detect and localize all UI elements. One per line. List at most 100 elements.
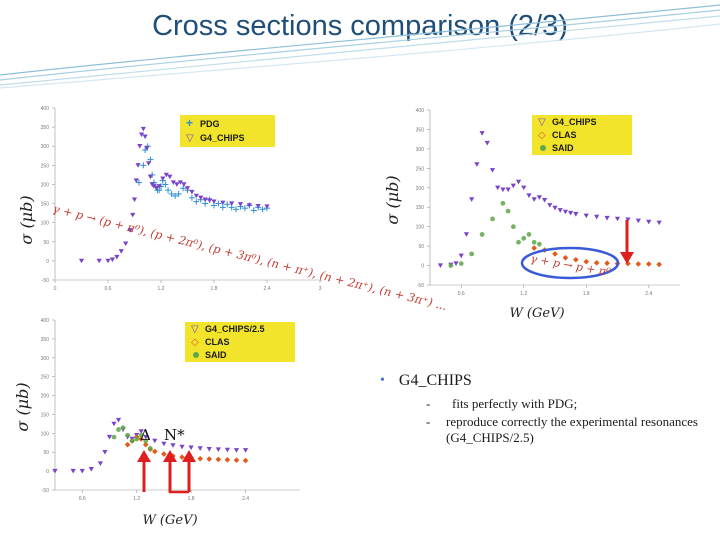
data-point-g4chips (146, 161, 152, 166)
data-point-said (531, 239, 537, 245)
data-point-g4chips (135, 163, 141, 168)
data-point-g4chips (127, 228, 133, 233)
data-point-g4chips (202, 197, 208, 203)
data-point-g4chips (79, 468, 85, 474)
data-point-clas (138, 436, 145, 442)
data-point-g4chips (70, 468, 76, 474)
data-point-pdg (162, 181, 169, 188)
data-point-said (536, 241, 542, 247)
x-tick-label: 0.6 (105, 286, 112, 292)
x-axis-label: W (GeV) (142, 513, 197, 528)
data-point-pdg (233, 206, 240, 213)
data-point-g4chips (153, 186, 160, 191)
data-point-g4chips (147, 174, 153, 180)
bullet-item: • G4_CHIPS (380, 372, 710, 390)
x-tick-label: 3 (319, 286, 322, 292)
data-point-said (526, 232, 532, 237)
data-point-g4chips (541, 198, 548, 203)
red-bracket (168, 472, 189, 494)
data-point-g4chips (161, 441, 167, 447)
data-point-pdg (241, 205, 248, 212)
data-point-g4chips (646, 219, 652, 225)
data-point-clas (573, 256, 579, 263)
data-point-clas (645, 261, 652, 267)
data-point-g4chips (144, 145, 150, 151)
data-point-g4chips (505, 187, 511, 193)
data-point-g4chips (515, 179, 522, 185)
data-point-said (116, 427, 121, 432)
y-tick-label: 200 (416, 186, 425, 192)
data-point-g4chips (177, 180, 184, 185)
sub-bullet: - reproduce correctly the experimental r… (426, 414, 710, 446)
data-point-g4chips (656, 220, 662, 226)
data-point-g4chips (489, 168, 496, 173)
y-tick-label: 0 (46, 469, 49, 475)
data-point-clas (604, 260, 610, 267)
data-point-g4chips (131, 197, 138, 203)
sub-bullet: - fits perfectly with PDG; (426, 396, 578, 411)
data-point-g4chips (453, 261, 459, 267)
data-point-g4chips (167, 174, 173, 180)
data-point-g4chips (573, 212, 579, 217)
y-tick-label: 300 (416, 147, 425, 153)
data-point-g4chips (152, 438, 158, 444)
y-tick-label: -50 (417, 283, 424, 289)
y-axis-label: σ (μb) (13, 382, 32, 431)
data-point-g4chips (536, 195, 542, 200)
nstar-label: N* (164, 426, 185, 444)
data-point-g4chips (102, 450, 108, 455)
data-point-said (134, 436, 140, 442)
red-arrow-icon (137, 450, 151, 492)
y-tick-label: 50 (418, 244, 424, 250)
data-point-g4chips (181, 182, 187, 187)
data-point-clas (233, 457, 240, 463)
data-point-g4chips (142, 134, 148, 140)
data-point-said (111, 434, 117, 440)
data-point-g4chips (458, 253, 464, 259)
data-point-g4chips (220, 200, 226, 206)
data-point-pdg (175, 191, 182, 197)
highlight-ellipse (520, 246, 620, 280)
data-point-g4chips (206, 447, 212, 452)
data-point-g4chips (170, 443, 176, 448)
legend-label-clas: CLAS (552, 130, 577, 140)
x-tick-label: 1.2 (520, 291, 527, 297)
data-point-g4chips (469, 197, 475, 202)
y-tick-label: 0 (46, 259, 49, 265)
data-point-said (500, 200, 506, 206)
data-point-clas (224, 456, 231, 463)
data-point-g4chips (510, 183, 516, 189)
data-point-g4chips (105, 258, 111, 264)
data-point-g4chips (123, 241, 129, 247)
data-point-said (458, 261, 464, 267)
data-point-g4chips (246, 203, 252, 208)
y-tick-label: 150 (416, 205, 425, 211)
x-tick-label: 1.8 (583, 291, 590, 297)
data-point-g4chips (531, 197, 537, 202)
svg-text:▽: ▽ (186, 133, 194, 144)
data-point-said (479, 232, 485, 237)
legend-label-clas: CLAS (205, 337, 230, 347)
data-point-g4chips (197, 446, 203, 451)
data-point-said (510, 224, 516, 230)
data-point-g4chips (137, 144, 143, 149)
y-tick-label: 50 (43, 240, 49, 246)
data-point-g4chips (614, 216, 621, 222)
y-tick-label: 150 (41, 202, 50, 208)
y-tick-label: 150 (41, 412, 50, 418)
data-point-g4chips (594, 214, 600, 220)
data-point-clas (179, 454, 185, 460)
x-tick-label: 1.2 (158, 286, 165, 292)
data-point-g4chips (552, 205, 558, 211)
data-point-pdg (168, 191, 175, 197)
data-point-g4chips (198, 195, 204, 201)
x-tick-label: 2.4 (264, 286, 271, 292)
data-point-g4chips (115, 417, 122, 423)
data-point-g4chips (118, 249, 124, 254)
y-tick-label: 300 (41, 356, 50, 362)
red-arrow-icon (182, 450, 196, 492)
data-point-g4chips (96, 258, 102, 264)
data-point-g4chips (114, 254, 120, 260)
data-point-g4chips (463, 232, 470, 237)
y-axis-label: σ (μb) (17, 195, 36, 244)
